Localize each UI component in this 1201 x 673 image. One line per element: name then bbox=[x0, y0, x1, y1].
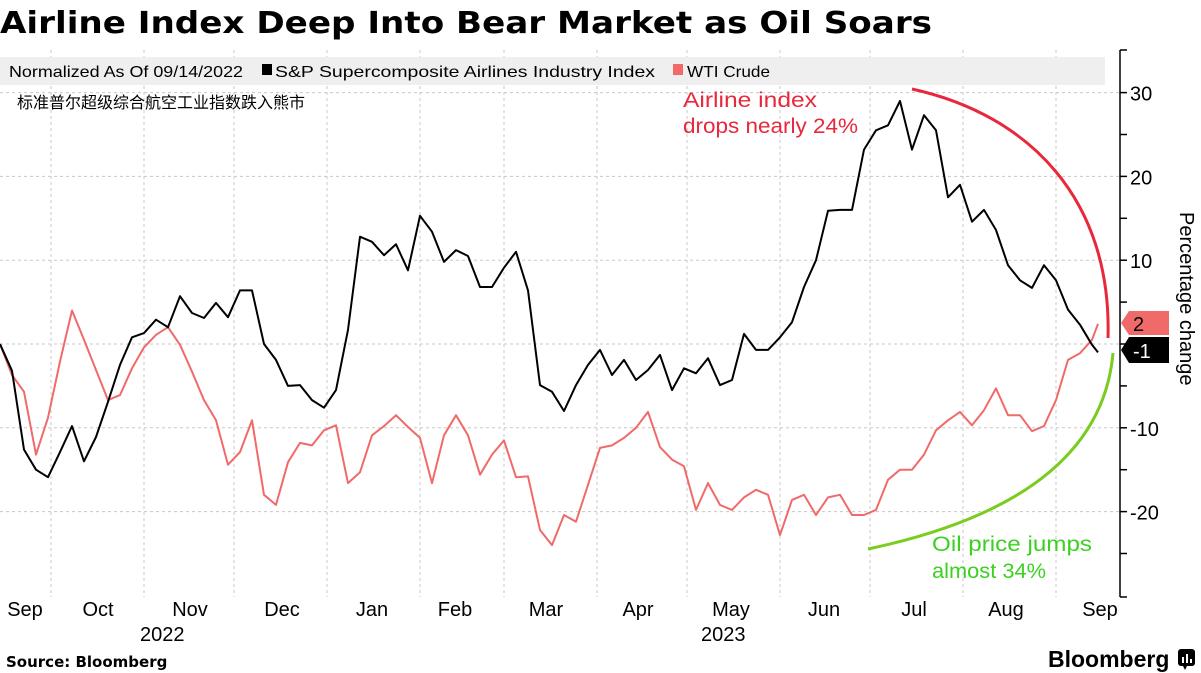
x-tick-label: May bbox=[712, 599, 750, 621]
x-tick-label: Jul bbox=[901, 599, 927, 621]
y-tick-label: -10 bbox=[1130, 419, 1159, 441]
airline-last-value-tag bbox=[1121, 337, 1169, 363]
source-note: Source: Bloomberg bbox=[6, 653, 167, 671]
y-tick-label: 20 bbox=[1130, 167, 1152, 189]
x-tick-label: Mar bbox=[529, 599, 564, 621]
x-tick-label: Nov bbox=[172, 599, 208, 621]
x-tick-label: Jun bbox=[808, 599, 840, 621]
oil-jump-arc bbox=[867, 352, 1115, 551]
x-tick-label: Sep bbox=[1082, 599, 1118, 621]
x-tick-label: Sep bbox=[7, 599, 43, 621]
series-line-wti-crude bbox=[0, 309, 1099, 547]
chinese-subtitle: 标准普尔超级综合航空工业指数跌入熊市 bbox=[17, 93, 305, 112]
legend-label-airlines: S&P Supercomposite Airlines Industry Ind… bbox=[275, 64, 655, 81]
legend-note: Normalized As Of 09/14/2022 bbox=[9, 64, 243, 81]
wti-last-value-tag bbox=[1121, 311, 1169, 335]
series-group bbox=[0, 100, 1099, 547]
grid bbox=[0, 50, 1120, 597]
legend-label-wti: WTI Crude bbox=[687, 64, 770, 81]
x-tick-label: Aug bbox=[988, 599, 1024, 621]
annotation-airline-line2: drops nearly 24% bbox=[683, 115, 858, 138]
x-axis: Sep Oct Nov Dec Jan Feb Mar Apr May Jun Jul Aug Sep bbox=[7, 599, 1118, 621]
legend-swatch-airlines bbox=[262, 64, 272, 75]
annotation-oil-line1: Oil price jumps bbox=[932, 533, 1092, 556]
x-tick-label: Dec bbox=[264, 599, 300, 621]
y-tick-label: -20 bbox=[1130, 503, 1159, 525]
legend-bar bbox=[0, 57, 1105, 85]
x-tick-label: Oct bbox=[82, 599, 114, 621]
annotation-airline-line1: Airline index bbox=[683, 89, 818, 112]
chart-title: Airline Index Deep Into Bear Market as O… bbox=[0, 6, 932, 41]
x-tick-label: Apr bbox=[622, 599, 653, 621]
wti-last-value-label: 2 bbox=[1133, 314, 1144, 336]
x-tick-label: Feb bbox=[438, 599, 472, 621]
bloomberg-logo: Bloomberg bbox=[1048, 646, 1169, 672]
series-line-airlines bbox=[0, 100, 1099, 479]
y-tick-label: 30 bbox=[1130, 84, 1152, 106]
y-axis-label: Percentage change bbox=[1175, 212, 1197, 385]
airline-last-value-label: -1 bbox=[1133, 341, 1151, 363]
bloomberg-chart-icon bbox=[1178, 649, 1195, 670]
annotation-oil-line2: almost 34% bbox=[932, 560, 1046, 583]
y-axis: 30 20 10 -10 -20 bbox=[1120, 84, 1159, 555]
year-label-2023: 2023 bbox=[701, 624, 746, 646]
y-tick-label: 10 bbox=[1130, 251, 1152, 273]
legend-swatch-wti bbox=[673, 64, 683, 75]
year-label-2022: 2022 bbox=[140, 624, 185, 646]
airline-drop-arc bbox=[911, 87, 1110, 339]
x-tick-label: Jan bbox=[356, 599, 388, 621]
